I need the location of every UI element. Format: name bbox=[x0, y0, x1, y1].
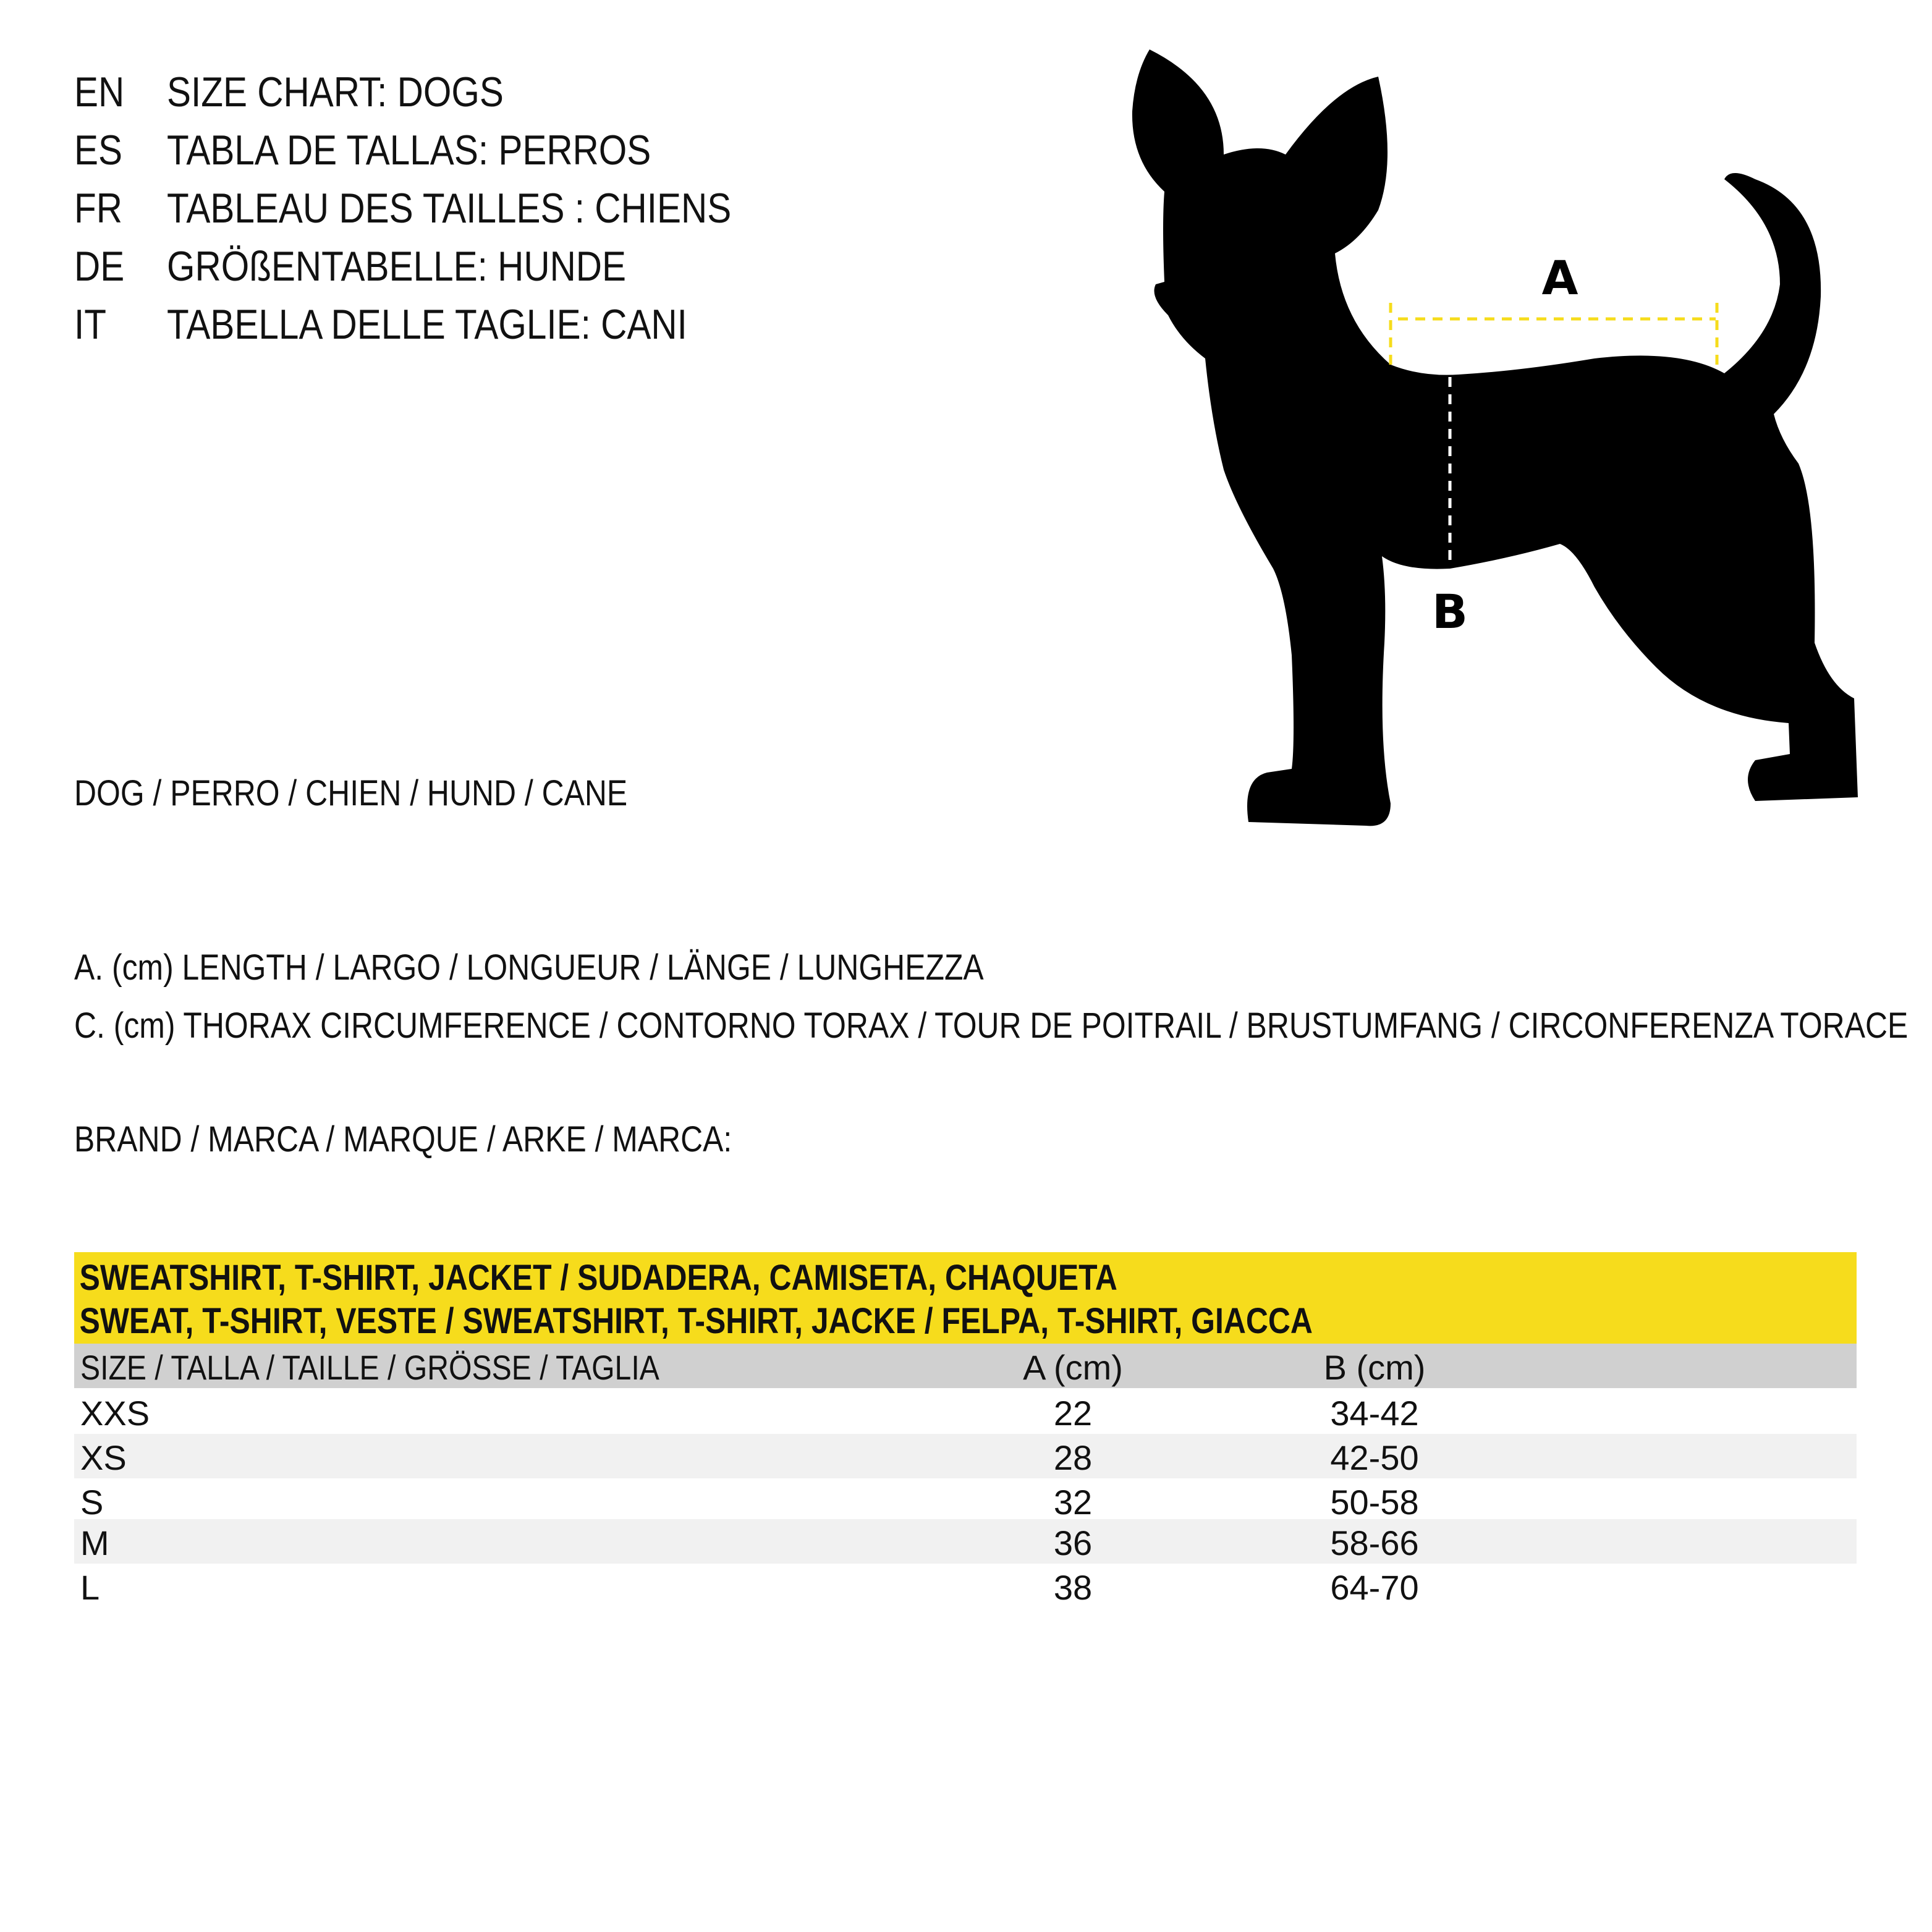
lang-code: DE bbox=[74, 243, 125, 290]
title-text: TABELLA DELLE TAGLIE: CANI bbox=[167, 301, 687, 348]
cell-b: 58-66 bbox=[1330, 1523, 1419, 1562]
cell-size: M bbox=[80, 1523, 109, 1562]
table-row: M 36 58-66 bbox=[74, 1519, 1857, 1564]
table-row: XS 28 42-50 bbox=[74, 1434, 1857, 1478]
table-title-line2: SWEAT, T-SHIRT, VESTE / SWEATSHIRT, T-SH… bbox=[79, 1301, 1313, 1341]
cell-size: XS bbox=[80, 1438, 127, 1477]
cell-a: 36 bbox=[1053, 1523, 1093, 1562]
table-row: S 32 50-58 bbox=[74, 1478, 1857, 1523]
header-a: A (cm) bbox=[1023, 1348, 1123, 1387]
cell-size: XXS bbox=[80, 1394, 150, 1433]
header-size: SIZE / TALLA / TAILLE / GRÖSSE / TAGLIA bbox=[80, 1348, 659, 1387]
title-text: GRÖßENTABELLE: HUNDE bbox=[167, 243, 627, 290]
title-es: ES TABLA DE TALLAS: PERROS bbox=[0, 121, 865, 179]
header-b: B (cm) bbox=[1323, 1348, 1426, 1387]
title-it: IT TABELLA DELLE TAGLIE: CANI bbox=[0, 295, 865, 354]
cell-a: 32 bbox=[1053, 1483, 1093, 1522]
title-fr: FR TABLEAU DES TAILLES : CHIENS bbox=[0, 179, 865, 237]
cell-b: 50-58 bbox=[1330, 1483, 1419, 1522]
lang-code: FR bbox=[74, 185, 122, 232]
label-a: A bbox=[1542, 250, 1578, 305]
dog-silhouette bbox=[1132, 49, 1858, 826]
animal-label: DOG / PERRO / CHIEN / HUND / CANE bbox=[74, 773, 628, 813]
table-title: SWEATSHIRT, T-SHIRT, JACKET / SUDADERA, … bbox=[74, 1252, 1857, 1344]
cell-size: S bbox=[80, 1483, 104, 1522]
table-row: L 38 64-70 bbox=[74, 1564, 1857, 1608]
title-text: SIZE CHART: DOGS bbox=[167, 69, 504, 116]
legend-a: A. (cm) LENGTH / LARGO / LONGUEUR / LÄNG… bbox=[74, 947, 984, 988]
cell-b: 42-50 bbox=[1330, 1438, 1419, 1477]
cell-b: 34-42 bbox=[1330, 1394, 1419, 1433]
cell-size: L bbox=[80, 1568, 100, 1607]
brand-label: BRAND / MARCA / MARQUE / ARKE / MARCA: bbox=[74, 1119, 732, 1159]
title-text: TABLEAU DES TAILLES : CHIENS bbox=[167, 185, 732, 232]
legend-c: C. (cm) THORAX CIRCUMFERENCE / CONTORNO … bbox=[74, 1006, 1909, 1046]
table-header-row: SIZE / TALLA / TAILLE / GRÖSSE / TAGLIA … bbox=[74, 1344, 1857, 1388]
label-b: B bbox=[1432, 584, 1468, 639]
lang-code: IT bbox=[74, 301, 106, 348]
lang-code: EN bbox=[74, 69, 125, 116]
title-en: EN SIZE CHART: DOGS bbox=[0, 63, 865, 121]
title-de: DE GRÖßENTABELLE: HUNDE bbox=[0, 237, 865, 295]
cell-b: 64-70 bbox=[1330, 1568, 1419, 1607]
table-title-line1: SWEATSHIRT, T-SHIRT, JACKET / SUDADERA, … bbox=[79, 1258, 1117, 1298]
length-measure-a bbox=[1389, 303, 1719, 371]
cell-a: 28 bbox=[1053, 1438, 1093, 1477]
cell-a: 22 bbox=[1053, 1394, 1093, 1433]
table-row: XXS 22 34-42 bbox=[74, 1389, 1857, 1434]
lang-code: ES bbox=[74, 127, 123, 174]
title-text: TABLA DE TALLAS: PERROS bbox=[167, 127, 651, 174]
cell-a: 38 bbox=[1053, 1568, 1093, 1607]
